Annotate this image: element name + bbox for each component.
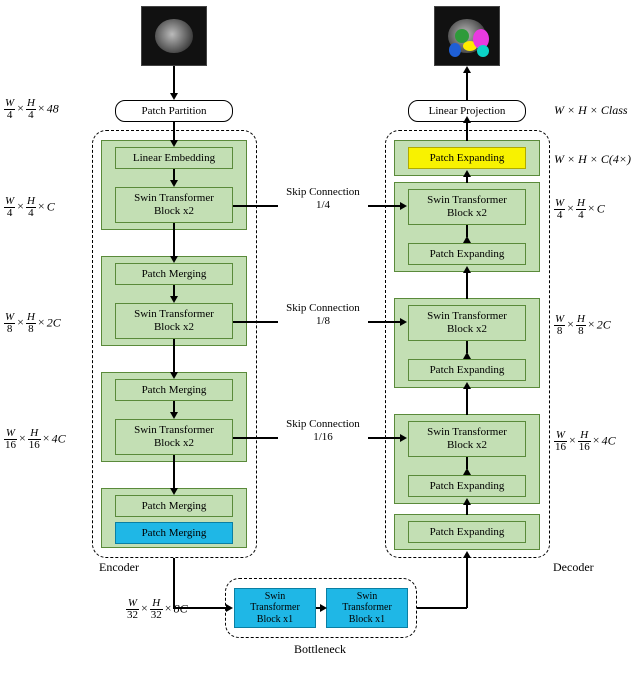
dim-left-1: W4×H4×C [4, 196, 55, 219]
arrow [466, 176, 468, 183]
patch-merging-3-label: Patch Merging [142, 500, 207, 513]
arrowhead-icon [463, 66, 471, 73]
decoder-stb-1-label: Swin Transformer Block x2 [427, 194, 507, 219]
dim-left-0: W4×H4×48 [4, 98, 59, 121]
patch-expanding-1-label: Patch Expanding [430, 248, 505, 261]
arrow [466, 504, 468, 515]
arrowhead-icon [320, 604, 327, 612]
patch-merging-1: Patch Merging [115, 263, 233, 285]
arrow [173, 455, 175, 489]
input-image-thumb [141, 6, 207, 66]
patch-expanding-2: Patch Expanding [408, 359, 526, 381]
patch-merging-2-label: Patch Merging [142, 384, 207, 397]
arrowhead-icon [463, 352, 471, 359]
output-image-thumb [434, 6, 500, 66]
arrow [417, 607, 467, 609]
patch-expanding-3: Patch Expanding [408, 475, 526, 497]
arrow [173, 339, 175, 373]
encoder-stb-3: Swin Transformer Block x2 [115, 419, 233, 455]
arrowhead-icon [226, 604, 233, 612]
arrowhead-icon [463, 170, 471, 177]
arrowhead-icon [170, 93, 178, 100]
skip-label-1: Skip Connection 1/4 [278, 186, 368, 212]
arrowhead-icon [170, 488, 178, 495]
arrow [173, 122, 175, 141]
encoder-stb-2: Swin Transformer Block x2 [115, 303, 233, 339]
arrowhead-icon [170, 296, 178, 303]
arrowhead-icon [463, 266, 471, 273]
encoder-section-label: Encoder [99, 560, 139, 575]
architecture-diagram: { "diagram": { "type": "flowchart", "bac… [0, 0, 640, 676]
dim-right-3: W8×H8×2C [554, 314, 611, 337]
dim-right-2: W4×H4×C [554, 198, 605, 221]
dim-right-0: W × H × Class [554, 103, 628, 118]
encoder-stb-3-label: Swin Transformer Block x2 [134, 424, 214, 449]
arrowhead-icon [400, 318, 407, 326]
bottleneck-stb-2-label: Swin Transformer Block x1 [331, 591, 403, 626]
encoder-stb-2-label: Swin Transformer Block x2 [134, 308, 214, 333]
bottleneck-stb-2: Swin Transformer Block x1 [326, 588, 408, 628]
arrow [466, 558, 468, 608]
arrow [466, 122, 468, 141]
dim-right-1: W × H × C(4×) [554, 152, 631, 167]
patch-partition-label: Patch Partition [141, 105, 206, 118]
arrowhead-icon [400, 434, 407, 442]
patch-expanding-4-label: Patch Expanding [430, 526, 505, 539]
decoder-stb-1: Swin Transformer Block x2 [408, 189, 526, 225]
decoder-stb-3-label: Swin Transformer Block x2 [427, 426, 507, 451]
patch-merging-1-label: Patch Merging [142, 268, 207, 281]
decoder-stb-2-label: Swin Transformer Block x2 [427, 310, 507, 335]
arrow [466, 272, 468, 299]
patch-expanding-yellow-label: Patch Expanding [430, 152, 505, 165]
patch-expanding-3-label: Patch Expanding [430, 480, 505, 493]
arrowhead-icon [170, 256, 178, 263]
dim-left-2: W8×H8×2C [4, 312, 61, 335]
decoder-stb-2: Swin Transformer Block x2 [408, 305, 526, 341]
dim-right-4: W16×H16×4C [554, 430, 616, 453]
arrow [173, 66, 175, 94]
arrowhead-icon [463, 468, 471, 475]
bottleneck-section-label: Bottleneck [294, 642, 346, 657]
patch-merging-2: Patch Merging [115, 379, 233, 401]
skip-label-3: Skip Connection 1/16 [278, 418, 368, 444]
encoder-stb-1: Swin Transformer Block x2 [115, 187, 233, 223]
arrowhead-icon [463, 116, 471, 123]
dim-left-4: W32×H32×8C [126, 598, 188, 621]
arrow [173, 223, 175, 257]
patch-merging-3: Patch Merging [115, 495, 233, 517]
patch-expanding-yellow: Patch Expanding [408, 147, 526, 169]
patch-expanding-4: Patch Expanding [408, 521, 526, 543]
skip-label-2: Skip Connection 1/8 [278, 302, 368, 328]
encoder-stb-1-label: Swin Transformer Block x2 [134, 192, 214, 217]
arrowhead-icon [170, 140, 178, 147]
arrowhead-icon [170, 372, 178, 379]
patch-expanding-2-label: Patch Expanding [430, 364, 505, 377]
patch-expanding-1: Patch Expanding [408, 243, 526, 265]
dim-left-3: W16×H16×4C [4, 428, 66, 451]
arrowhead-icon [463, 551, 471, 558]
arrow [466, 72, 468, 100]
decoder-stb-3: Swin Transformer Block x2 [408, 421, 526, 457]
linear-embedding-label: Linear Embedding [133, 152, 215, 165]
arrowhead-icon [463, 236, 471, 243]
bottleneck-stb-1: Swin Transformer Block x1 [234, 588, 316, 628]
bottleneck-stb-1-label: Swin Transformer Block x1 [239, 591, 311, 626]
arrowhead-icon [170, 412, 178, 419]
patch-merging-cyan-label: Patch Merging [142, 527, 207, 540]
arrowhead-icon [170, 180, 178, 187]
arrow [466, 388, 468, 415]
patch-merging-cyan: Patch Merging [115, 522, 233, 544]
arrowhead-icon [463, 498, 471, 505]
linear-embedding-node: Linear Embedding [115, 147, 233, 169]
arrowhead-icon [400, 202, 407, 210]
arrowhead-icon [463, 382, 471, 389]
decoder-section-label: Decoder [553, 560, 594, 575]
patch-partition-node: Patch Partition [115, 100, 233, 122]
